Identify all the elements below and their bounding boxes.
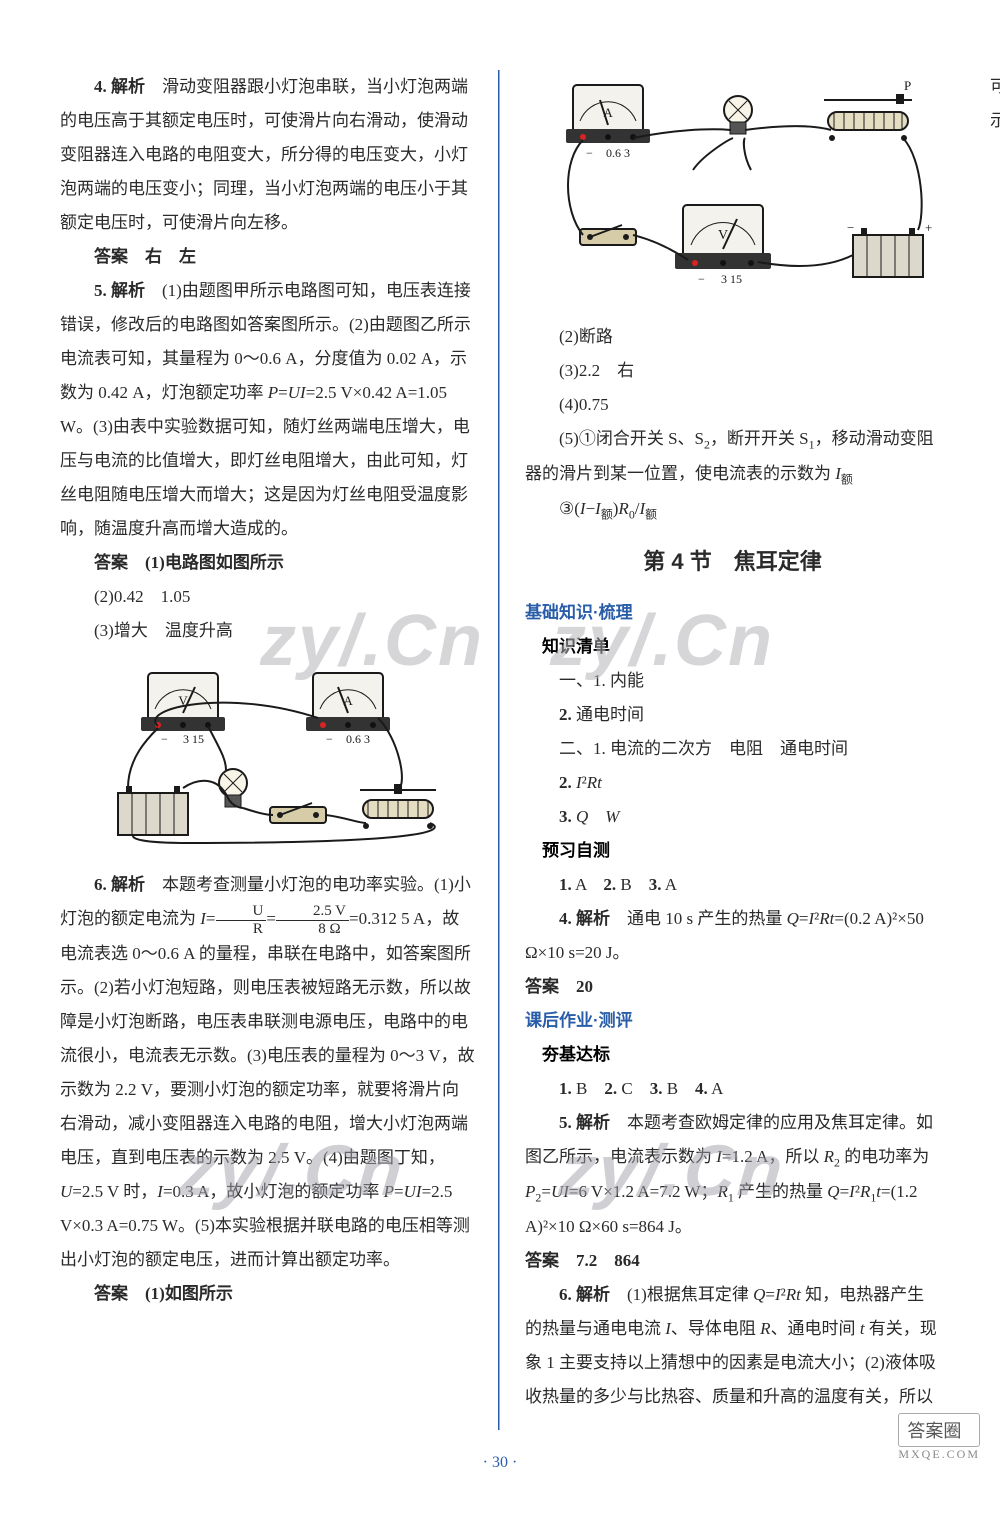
svg-text:P: P — [904, 78, 911, 93]
svg-text:−: − — [326, 732, 333, 746]
svg-text:−: − — [161, 732, 168, 746]
hw-5: 5. 解析 本题考查欧姆定律的应用及焦耳定律。如图乙所示，电流表示数为 I=1.… — [525, 1106, 940, 1244]
ans-4: (4)0.75 — [525, 388, 940, 422]
pre-1-3: 1. A 2. B 3. A — [525, 868, 940, 902]
svg-text:−: − — [698, 272, 705, 286]
page-number: · 30 · — [0, 1454, 1000, 1472]
k1: 一、1. 内能 — [525, 664, 940, 698]
svg-text:3 15: 3 15 — [183, 732, 204, 746]
svg-text:A: A — [603, 105, 613, 120]
q5-answer-2: (2)0.42 1.05 — [60, 580, 475, 614]
k5: 3. Q W — [525, 800, 940, 834]
heading-knowledge-list: 知识清单 — [525, 630, 940, 664]
pre-4-ans: 答案 20 — [525, 970, 940, 1004]
q5-answer-3: (3)增大 温度升高 — [60, 614, 475, 648]
heading-consolidate: 夯基达标 — [525, 1038, 940, 1072]
k3: 二、1. 电流的二次方 电阻 通电时间 — [525, 732, 940, 766]
svg-text:3 15: 3 15 — [721, 272, 742, 286]
hw-5-ans: 答案 7.2 864 — [525, 1244, 940, 1278]
k4: 2. I²Rt — [525, 766, 940, 800]
heading-fundamentals: 基础知识·梳理 — [525, 596, 940, 630]
ans-5a: (5)①闭合开关 S、S2，断开开关 S1，移动滑动变阻器的滑片到某一位置，使电… — [525, 422, 940, 492]
svg-text:0.6 3: 0.6 3 — [346, 732, 370, 746]
q4-analysis: 4. 解析 滑动变阻器跟小灯泡串联，当小灯泡两端的电压高于其额定电压时，可使滑片… — [60, 70, 475, 240]
pre-4: 4. 解析 通电 10 s 产生的热量 Q=I²Rt=(0.2 A)²×50 Ω… — [525, 902, 940, 970]
section-title: 第 4 节 焦耳定律 — [525, 540, 940, 584]
source-badge: 答案圈 MXQE.COM — [898, 1413, 980, 1462]
circuit-figure-1: V − 3 15 A − 0.6 3 — [60, 658, 475, 858]
svg-text:V: V — [717, 228, 727, 243]
ans-2: (2)断路 — [525, 320, 940, 354]
svg-text:A: A — [343, 693, 353, 708]
svg-text:−: − — [586, 146, 593, 160]
heading-homework: 课后作业·测评 — [525, 1004, 940, 1038]
circuit-figure-2: A − 0.6 3 P — [525, 70, 940, 310]
q4-answer: 答案 右 左 — [60, 240, 475, 274]
heading-preview-test: 预习自测 — [525, 834, 940, 868]
svg-text:+: + — [925, 220, 932, 235]
q5-answer-1: 答案 (1)电路图如图所示 — [60, 546, 475, 580]
badge-text: 答案圈 — [898, 1413, 980, 1447]
q6-answer: 答案 (1)如图所示 — [60, 1277, 475, 1311]
svg-text:−: − — [847, 220, 854, 235]
q6-analysis: 6. 解析 本题考查测量小灯泡的电功率实验。(1)小灯泡的额定电流为 I=UR=… — [60, 868, 475, 1277]
q5-analysis: 5. 解析 (1)由题图甲所示电路图可知，电压表连接错误，修改后的电路图如答案图… — [60, 274, 475, 546]
column-divider — [498, 70, 501, 1430]
badge-site: MXQE.COM — [898, 1447, 980, 1462]
k2: 2. 通电时间 — [525, 698, 940, 732]
ans-3: (3)2.2 右 — [525, 354, 940, 388]
hw-1-4: 1. B 2. C 3. B 4. A — [525, 1072, 940, 1106]
svg-text:0.6 3: 0.6 3 — [606, 146, 630, 160]
ans-5b: ③(I−I额)R0/I额 — [525, 492, 940, 527]
